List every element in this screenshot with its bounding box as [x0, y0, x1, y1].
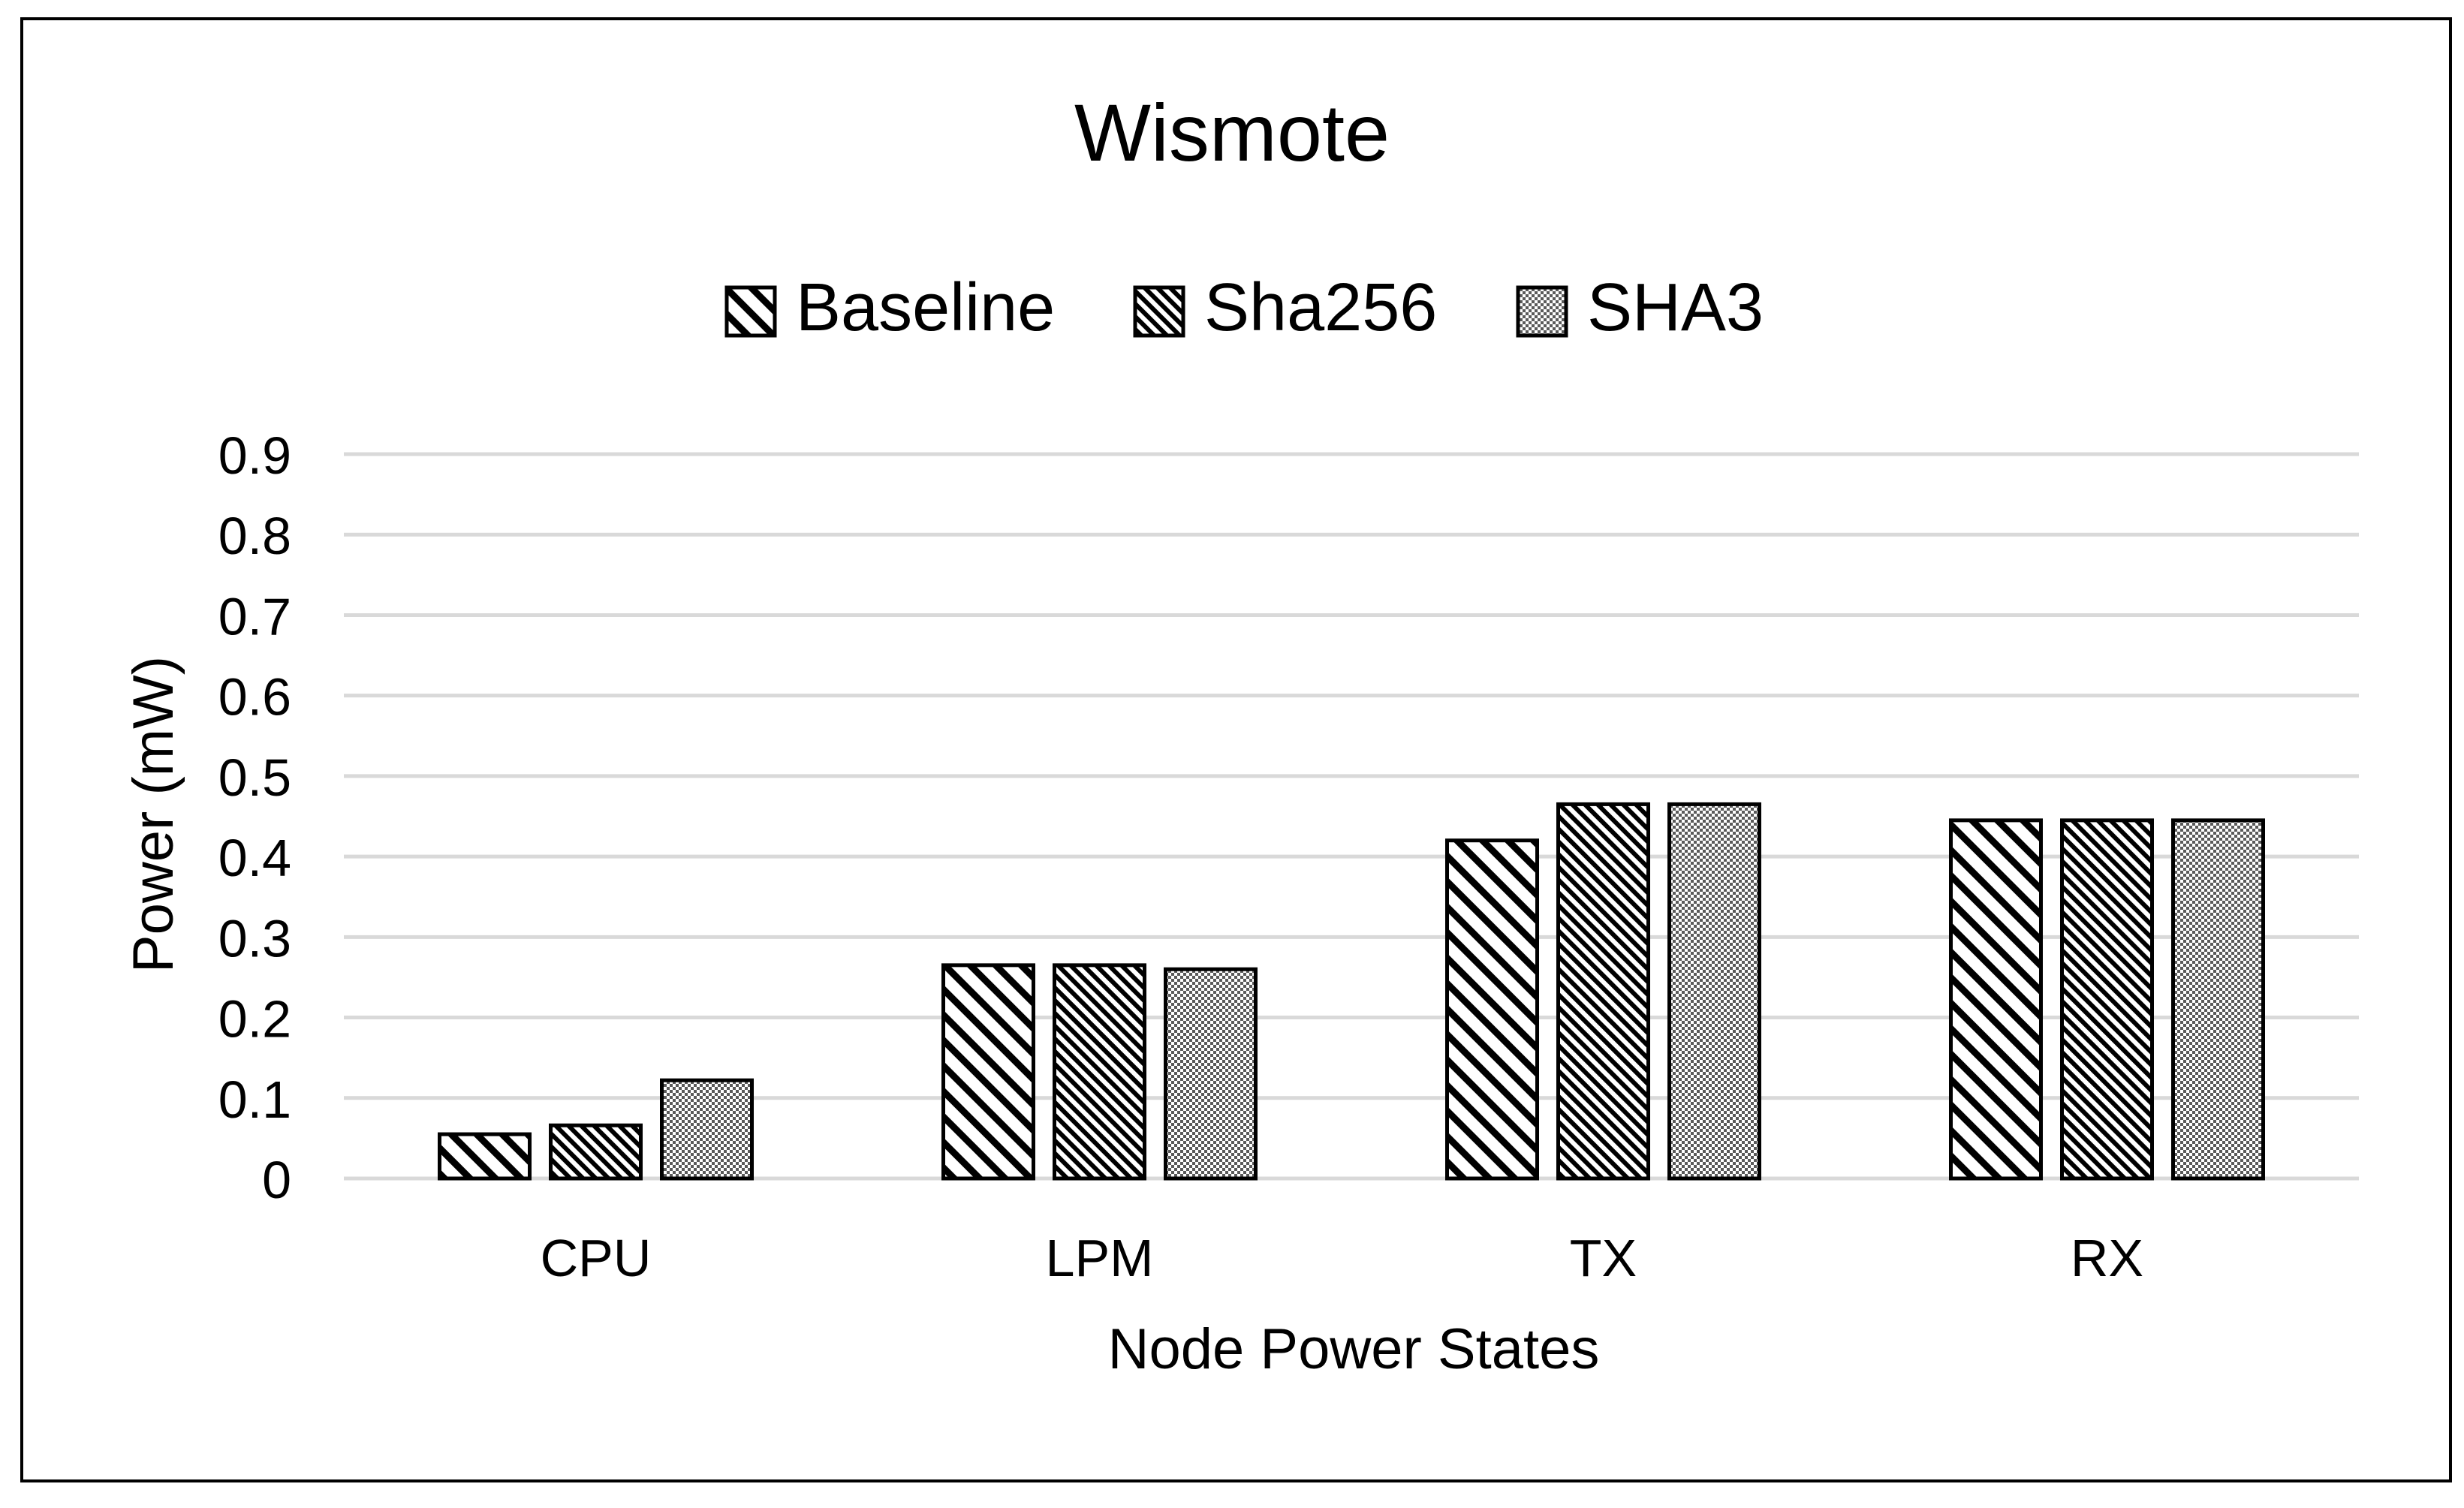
y-tick-label: 0.3: [218, 909, 291, 968]
legend: Baseline Sha256 SHA3: [724, 270, 1764, 345]
bar-baseline-cpu: [438, 1132, 532, 1181]
x-axis-ticks: CPU LPM TX RX: [541, 1229, 2144, 1287]
bar-sha256-cpu: [549, 1123, 643, 1181]
bar-sha3-cpu: [660, 1078, 754, 1181]
legend-label-sha256: Sha256: [1204, 270, 1437, 345]
y-tick-label: 0.7: [218, 587, 291, 646]
y-axis-label: Power (mW): [122, 656, 185, 973]
y-axis-ticks: 0 0.1 0.2 0.3 0.4 0.5 0.6 0.7 0.8 0.9: [218, 426, 291, 1209]
x-tick-label: RX: [2071, 1229, 2143, 1287]
legend-label-baseline: Baseline: [796, 270, 1055, 345]
y-tick-label: 0.5: [218, 748, 291, 807]
bar-sha3-lpm: [1164, 967, 1258, 1181]
chart-border: [20, 17, 2452, 1482]
y-tick-label: 0.4: [218, 829, 291, 887]
x-tick-label: LPM: [1046, 1229, 1154, 1287]
bar-sha256-tx: [1556, 802, 1650, 1181]
x-tick-label: CPU: [541, 1229, 652, 1287]
bar-sha3-tx: [1667, 802, 1761, 1181]
bar-sha256-lpm: [1053, 963, 1146, 1181]
bars: [438, 802, 2265, 1181]
y-tick-label: 0: [262, 1151, 291, 1209]
legend-label-sha3: SHA3: [1587, 270, 1764, 345]
legend-swatch-baseline: [724, 285, 777, 338]
legend-swatch-sha256: [1133, 285, 1185, 338]
x-tick-label: TX: [1570, 1229, 1637, 1287]
chart-title: Wismote: [1074, 87, 1390, 178]
x-axis-label: Node Power States: [1108, 1317, 1600, 1381]
legend-swatch-sha3: [1516, 285, 1568, 338]
y-tick-label: 0.8: [218, 507, 291, 565]
y-tick-label: 0.9: [218, 426, 291, 485]
bar-baseline-lpm: [941, 963, 1035, 1181]
bar-sha256-rx: [2060, 818, 2154, 1181]
bar-baseline-rx: [1949, 818, 2043, 1181]
y-tick-label: 0.6: [218, 668, 291, 727]
bar-sha3-rx: [2171, 818, 2265, 1181]
y-tick-label: 0.2: [218, 990, 291, 1049]
y-tick-label: 0.1: [218, 1070, 291, 1129]
bar-baseline-tx: [1445, 838, 1539, 1181]
